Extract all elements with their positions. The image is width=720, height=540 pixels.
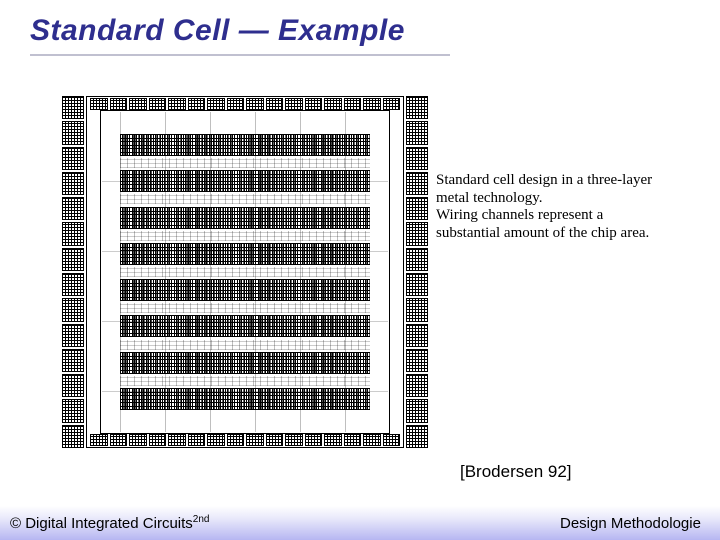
io-pad bbox=[344, 98, 362, 110]
io-pad bbox=[62, 197, 84, 220]
io-pad bbox=[406, 96, 428, 119]
routing-channel bbox=[120, 340, 370, 350]
routing-channel bbox=[120, 376, 370, 386]
io-pad bbox=[406, 374, 428, 397]
caption-line: Standard cell design in a three-layer bbox=[436, 172, 652, 188]
cell-row bbox=[120, 243, 370, 265]
io-pad bbox=[149, 434, 167, 446]
io-pad bbox=[62, 222, 84, 245]
io-pad bbox=[110, 434, 128, 446]
io-pad bbox=[62, 248, 84, 271]
chip-layout-figure bbox=[62, 82, 428, 462]
footer-copyright-sup: 2nd bbox=[193, 514, 210, 525]
citation: [Brodersen 92] bbox=[460, 462, 572, 482]
io-pad bbox=[406, 147, 428, 170]
io-pad-column-right bbox=[406, 96, 428, 448]
io-pad bbox=[406, 172, 428, 195]
io-pad-row-bottom bbox=[90, 434, 400, 446]
io-pad bbox=[406, 248, 428, 271]
io-pad bbox=[383, 98, 401, 110]
cell-row bbox=[120, 170, 370, 192]
io-pad-row-top bbox=[90, 98, 400, 110]
io-pad bbox=[62, 374, 84, 397]
title-underline bbox=[30, 54, 450, 56]
io-pad bbox=[266, 98, 284, 110]
routing-channel bbox=[120, 194, 370, 204]
io-pad bbox=[62, 425, 84, 448]
io-pad bbox=[62, 399, 84, 422]
cell-row bbox=[120, 134, 370, 156]
footer-copyright-text: © Digital Integrated Circuits bbox=[10, 515, 193, 532]
io-pad bbox=[168, 434, 186, 446]
routing-channel bbox=[120, 303, 370, 313]
io-pad bbox=[383, 434, 401, 446]
io-pad bbox=[62, 298, 84, 321]
io-pad bbox=[62, 121, 84, 144]
io-pad bbox=[246, 98, 264, 110]
slide-title: Standard Cell — Example bbox=[30, 14, 405, 48]
io-pad bbox=[90, 98, 108, 110]
standard-cell-rows bbox=[120, 134, 370, 410]
io-pad bbox=[406, 298, 428, 321]
io-pad bbox=[363, 98, 381, 110]
io-pad bbox=[188, 98, 206, 110]
cell-row bbox=[120, 352, 370, 374]
io-pad bbox=[406, 425, 428, 448]
caption-line: metal technology. bbox=[436, 190, 543, 206]
io-pad bbox=[344, 434, 362, 446]
io-pad bbox=[305, 434, 323, 446]
io-pad bbox=[324, 98, 342, 110]
io-pad-column-left bbox=[62, 96, 84, 448]
io-pad bbox=[62, 96, 84, 119]
io-pad bbox=[188, 434, 206, 446]
io-pad bbox=[406, 273, 428, 296]
io-pad bbox=[90, 434, 108, 446]
io-pad bbox=[207, 434, 225, 446]
io-pad bbox=[246, 434, 264, 446]
io-pad bbox=[406, 399, 428, 422]
io-pad bbox=[406, 197, 428, 220]
io-pad bbox=[285, 98, 303, 110]
io-pad bbox=[266, 434, 284, 446]
io-pad bbox=[207, 98, 225, 110]
caption-line: Wiring channels represent a bbox=[436, 207, 603, 223]
io-pad bbox=[363, 434, 381, 446]
io-pad bbox=[324, 434, 342, 446]
slide: Standard Cell — Example Standard cell de… bbox=[0, 0, 720, 540]
routing-channel bbox=[120, 267, 370, 277]
io-pad bbox=[62, 147, 84, 170]
io-pad bbox=[406, 121, 428, 144]
cell-row bbox=[120, 315, 370, 337]
routing-channel bbox=[120, 231, 370, 241]
io-pad bbox=[149, 98, 167, 110]
caption-line: substantial amount of the chip area. bbox=[436, 225, 649, 241]
routing-channel bbox=[120, 158, 370, 168]
footer-copyright: © Digital Integrated Circuits2nd bbox=[10, 514, 209, 532]
figure-caption: Standard cell design in a three-layer me… bbox=[436, 172, 696, 243]
io-pad bbox=[62, 349, 84, 372]
io-pad bbox=[62, 172, 84, 195]
io-pad bbox=[168, 98, 186, 110]
cell-row bbox=[120, 388, 370, 410]
io-pad bbox=[227, 98, 245, 110]
io-pad bbox=[110, 98, 128, 110]
io-pad bbox=[62, 324, 84, 347]
footer-section: Design Methodologie bbox=[560, 515, 720, 532]
cell-row bbox=[120, 207, 370, 229]
io-pad bbox=[285, 434, 303, 446]
io-pad bbox=[227, 434, 245, 446]
io-pad bbox=[129, 98, 147, 110]
cell-row bbox=[120, 279, 370, 301]
io-pad bbox=[406, 222, 428, 245]
io-pad bbox=[406, 349, 428, 372]
io-pad bbox=[62, 273, 84, 296]
io-pad bbox=[406, 324, 428, 347]
io-pad bbox=[305, 98, 323, 110]
io-pad bbox=[129, 434, 147, 446]
